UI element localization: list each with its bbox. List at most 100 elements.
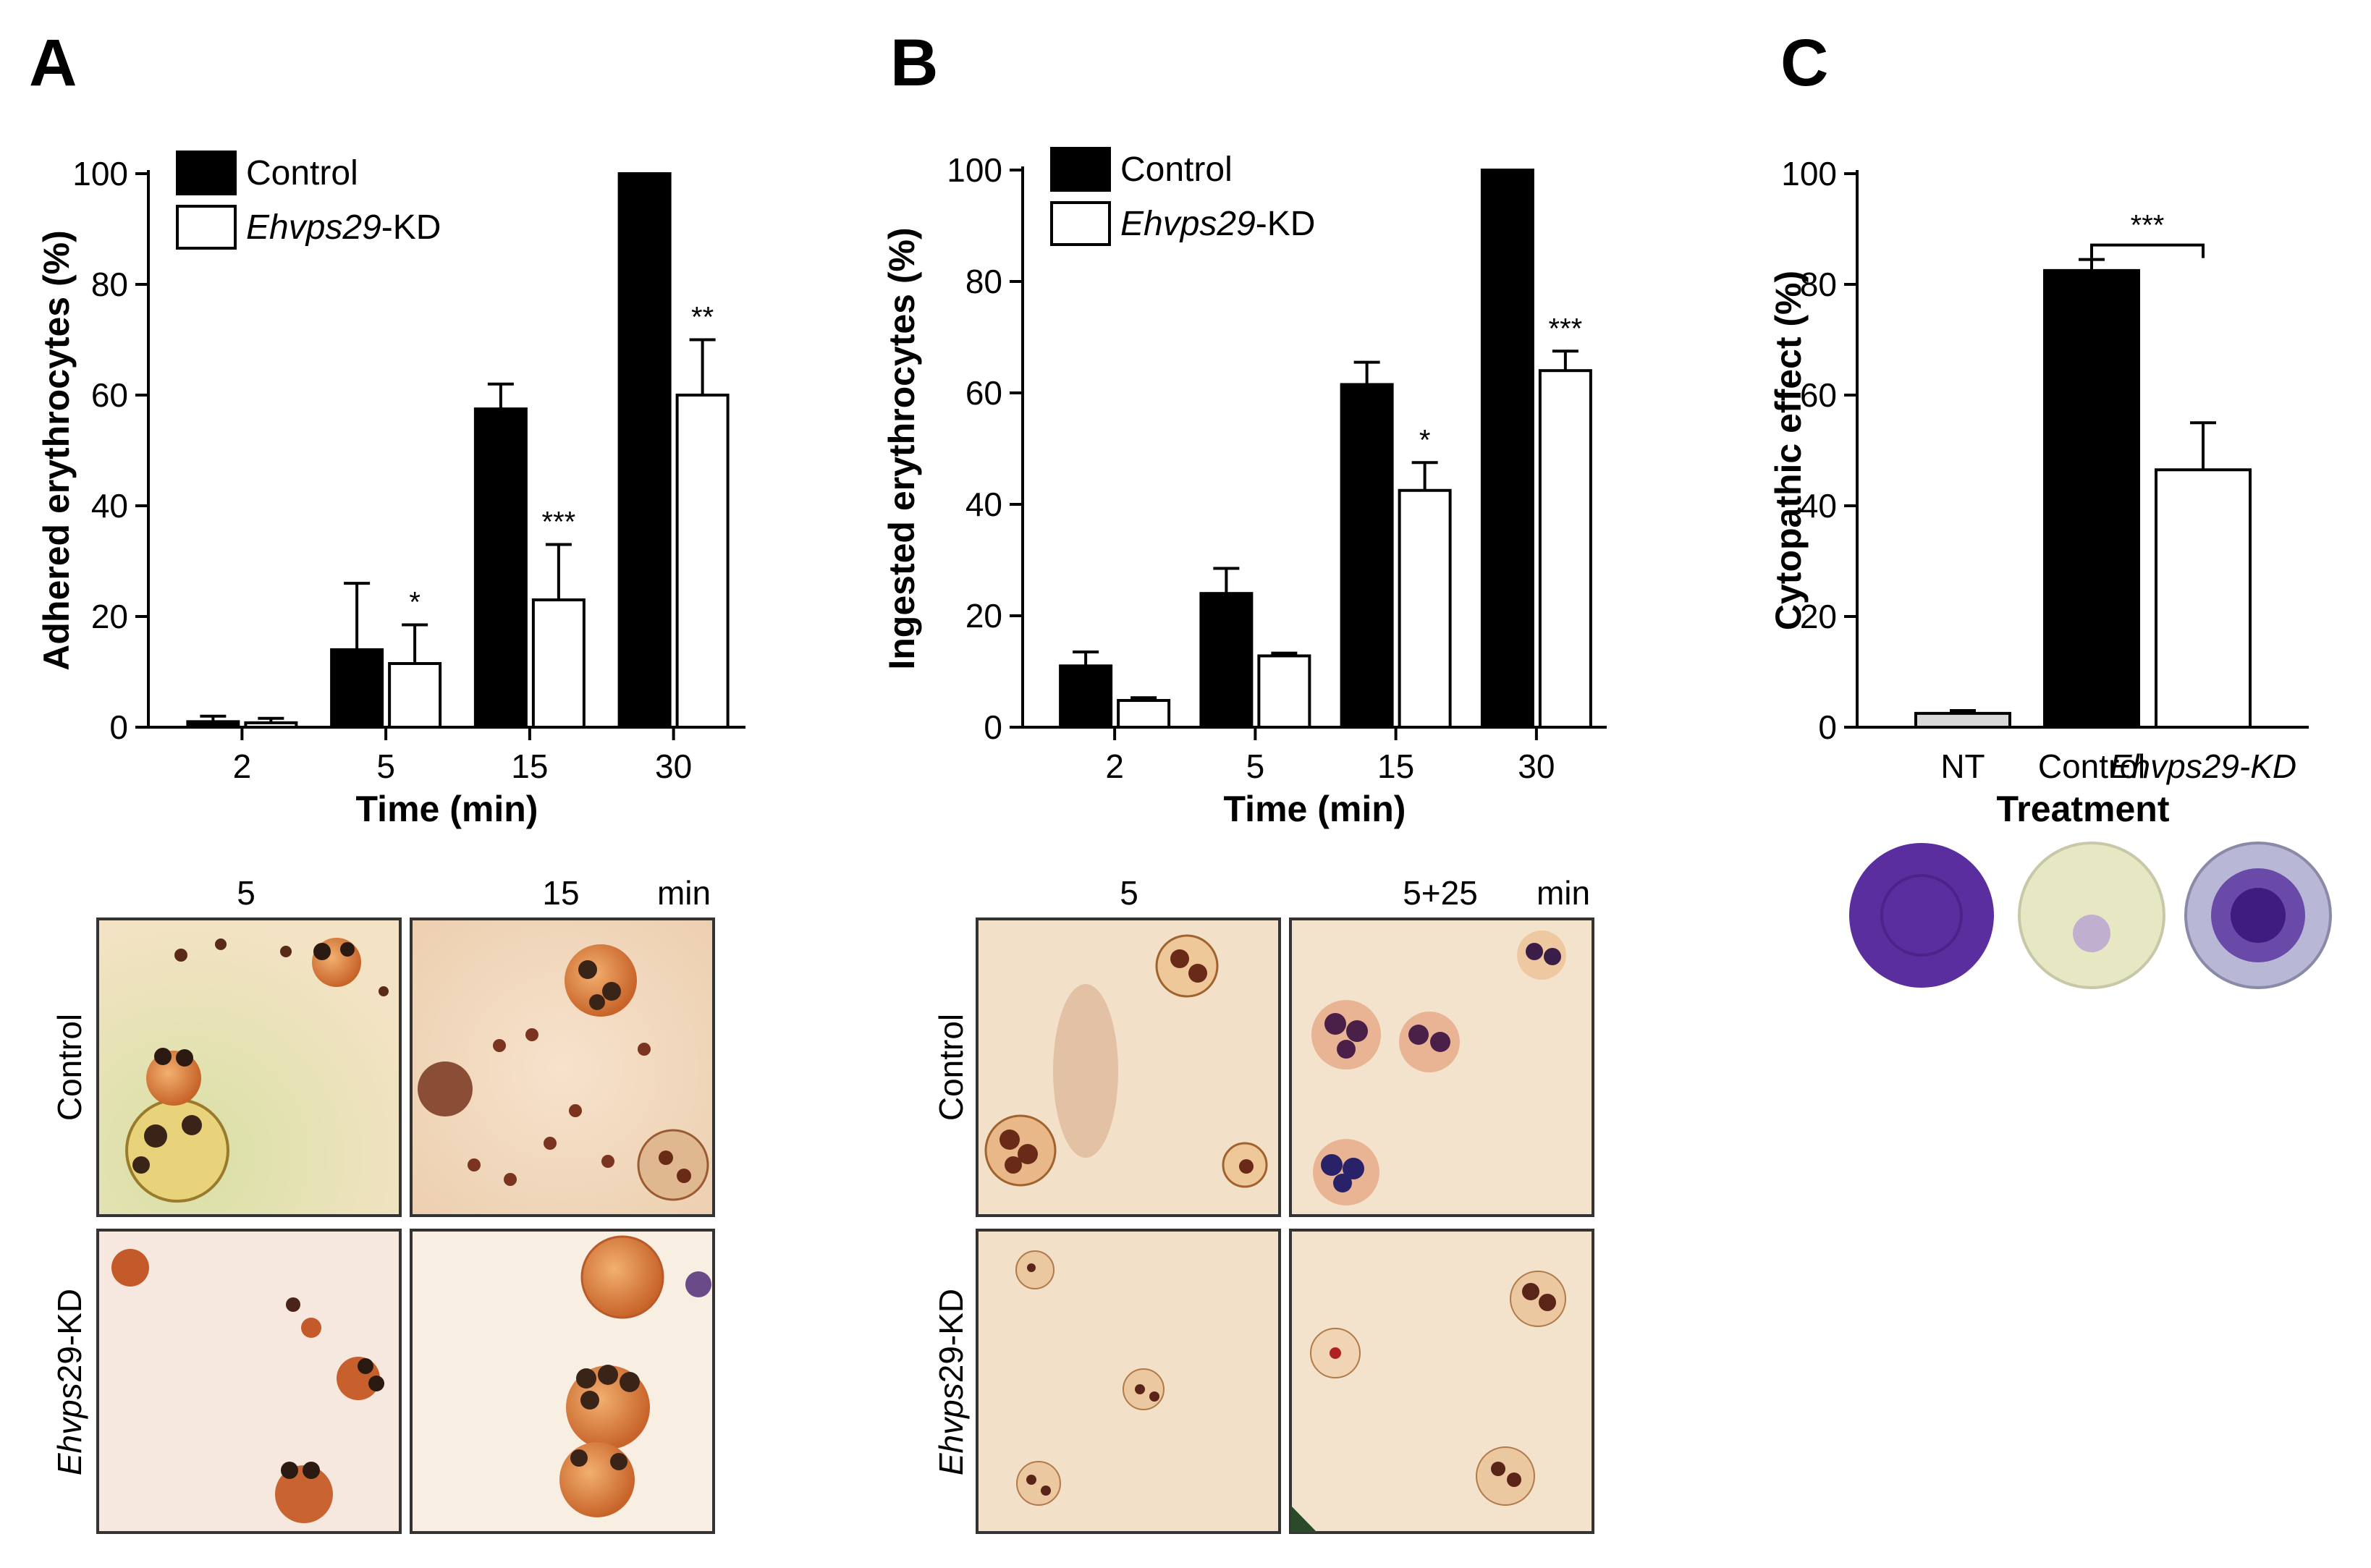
panel-letter-c: C <box>1780 26 1828 100</box>
x-tick-label: 30 <box>655 747 692 785</box>
micrograph-a-control-15 <box>410 918 715 1217</box>
plate-kd <box>2184 842 2332 989</box>
bar-knockdown <box>1257 654 1311 729</box>
significance-marker: *** <box>542 507 576 538</box>
significance-marker: * <box>409 586 420 618</box>
y-tick-label: 40 <box>965 486 1002 523</box>
y-tick-label: 100 <box>1781 155 1837 192</box>
micro-b-row2-label: Ehvps29-KD <box>932 1289 970 1475</box>
x-axis-title: Time (min) <box>356 789 538 829</box>
x-tick-label: Ehvps29-KD <box>2110 747 2296 785</box>
significance-marker: *** <box>1549 313 1583 344</box>
legend-swatch <box>1050 147 1111 192</box>
bar-knockdown <box>1117 699 1171 729</box>
bar-nt <box>1914 711 2011 729</box>
micro-b-col1-label: 5 <box>1120 874 1138 912</box>
micrographs-a: 5 15 min Control Ehvps29-KD <box>51 874 715 1534</box>
micrograph-a-kd-15 <box>410 1229 715 1534</box>
bar-knockdown <box>1538 369 1592 729</box>
bar-control <box>473 407 528 729</box>
bar-knockdown <box>675 394 730 729</box>
y-tick-label: 0 <box>984 708 1002 746</box>
significance-bracket <box>2090 243 2205 258</box>
plate-nt <box>1849 843 1994 988</box>
y-tick-label: 40 <box>91 487 128 525</box>
x-axis-title: Time (min) <box>1224 789 1406 829</box>
micrograph-b-kd-5-25 <box>1289 1229 1594 1534</box>
micrographs-b: 5 5+25 min Control Ehvps29-KD <box>932 874 1594 1534</box>
micro-a-unit-label: min <box>657 874 711 912</box>
legend-swatch <box>176 205 237 250</box>
y-tick-label: 60 <box>965 374 1002 412</box>
micro-a-col1-label: 5 <box>237 874 255 912</box>
bar-control <box>1480 169 1534 729</box>
y-tick-label: 20 <box>1800 598 1837 635</box>
x-tick-label: 30 <box>1518 747 1555 785</box>
x-tick-label: 15 <box>511 747 548 785</box>
chart-adhered-erythrocytes: 0 20 40 60 80 100 Adhered erythrocytes (%) Time… <box>36 151 745 829</box>
y-tick-label: 100 <box>72 155 128 192</box>
y-tick-label: 80 <box>965 263 1002 300</box>
bar-knockdown <box>244 721 298 729</box>
y-tick-label: 80 <box>91 266 128 303</box>
y-axis-title: Adhered erythrocytes (%) <box>36 230 77 671</box>
x-tick-label: 5 <box>1246 747 1265 785</box>
micrograph-b-control-5-25 <box>1289 918 1594 1217</box>
micro-b-row1-label: Control <box>932 1014 970 1121</box>
y-axis-title: Ingested erythrocytes (%) <box>882 227 922 669</box>
bar-knockdown <box>1398 488 1452 729</box>
y-tick-label: 80 <box>1800 266 1837 303</box>
legend-label: Control <box>1120 151 1233 189</box>
x-tick-label: Control <box>2038 747 2145 785</box>
x-axis-title: Treatment <box>1997 789 2170 829</box>
legend-swatch <box>1050 201 1111 246</box>
micro-b-col2-label: 5+25 <box>1403 874 1478 912</box>
micrograph-b-control-5 <box>976 918 1281 1217</box>
plate-control <box>2018 842 2165 989</box>
y-tick-label: 60 <box>91 376 128 414</box>
micrograph-a-control-5 <box>96 918 402 1217</box>
legend-label: Ehvps29-KD <box>246 208 441 247</box>
micro-b-unit-label: min <box>1537 874 1590 912</box>
bar-control <box>617 172 672 729</box>
micrograph-b-kd-5 <box>976 1229 1281 1534</box>
significance-marker: *** <box>2131 210 2165 242</box>
y-tick-label: 60 <box>1800 376 1837 414</box>
micro-a-row1-label: Control <box>51 1014 88 1121</box>
legend-label: Control <box>246 154 358 192</box>
panel-letter-a: A <box>29 26 77 100</box>
bar-control <box>186 720 240 729</box>
x-tick-label: 2 <box>233 747 252 785</box>
bar-knockdown <box>388 662 442 729</box>
bar-knockdown <box>531 598 586 729</box>
x-tick-label: NT <box>1940 747 1985 785</box>
bar-control <box>1340 383 1394 729</box>
significance-marker: * <box>1419 424 1431 456</box>
chart-cytopathic-effect: 0 20 40 60 80 100 Cytopathic effect (%) Treatme… <box>1768 155 2309 829</box>
significance-marker: ** <box>691 302 714 334</box>
bar-control <box>1199 592 1254 729</box>
bar-control <box>330 648 384 729</box>
legend-label: Ehvps29-KD <box>1120 205 1315 243</box>
x-tick-label: 5 <box>376 747 395 785</box>
y-tick-label: 100 <box>947 151 1002 189</box>
micrograph-a-kd-5 <box>96 1229 402 1534</box>
y-tick-label: 40 <box>1800 487 1837 525</box>
chart-ingested-erythrocytes: 0 20 40 60 80 100 Ingested erythrocytes (%) Tim… <box>882 147 1607 829</box>
x-tick-label: 2 <box>1105 747 1124 785</box>
bar-control <box>1059 664 1113 729</box>
legend-swatch <box>176 151 237 195</box>
y-tick-label: 20 <box>91 598 128 635</box>
micro-a-row2-label: Ehvps29-KD <box>51 1289 88 1475</box>
bar-knockdown <box>2155 468 2252 729</box>
bar-control <box>2043 268 2140 729</box>
y-tick-label: 0 <box>109 708 128 746</box>
x-tick-label: 15 <box>1377 747 1414 785</box>
panel-letter-b: B <box>890 26 938 100</box>
micro-a-col2-label: 15 <box>542 874 579 912</box>
y-tick-label: 0 <box>1818 708 1837 746</box>
plates-c <box>1849 842 2332 989</box>
y-axis-title: Cytopathic effect (%) <box>1768 271 1809 630</box>
y-tick-label: 20 <box>965 597 1002 635</box>
